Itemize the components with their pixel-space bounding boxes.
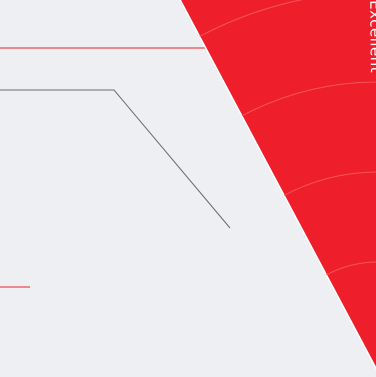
ring-0-1 bbox=[283, 171, 376, 196]
segment-0 bbox=[179, 0, 376, 370]
ring-0-2 bbox=[241, 81, 376, 117]
rings-group bbox=[199, 0, 376, 276]
segment-label-0: Excellent bbox=[366, 0, 376, 73]
leader-line bbox=[0, 89, 231, 229]
labels-group: ExcellentAvgExcellent bbox=[366, 0, 376, 73]
segments-group bbox=[179, 0, 376, 373]
ring-0-0 bbox=[326, 261, 376, 276]
ring-0-3 bbox=[199, 0, 304, 37]
